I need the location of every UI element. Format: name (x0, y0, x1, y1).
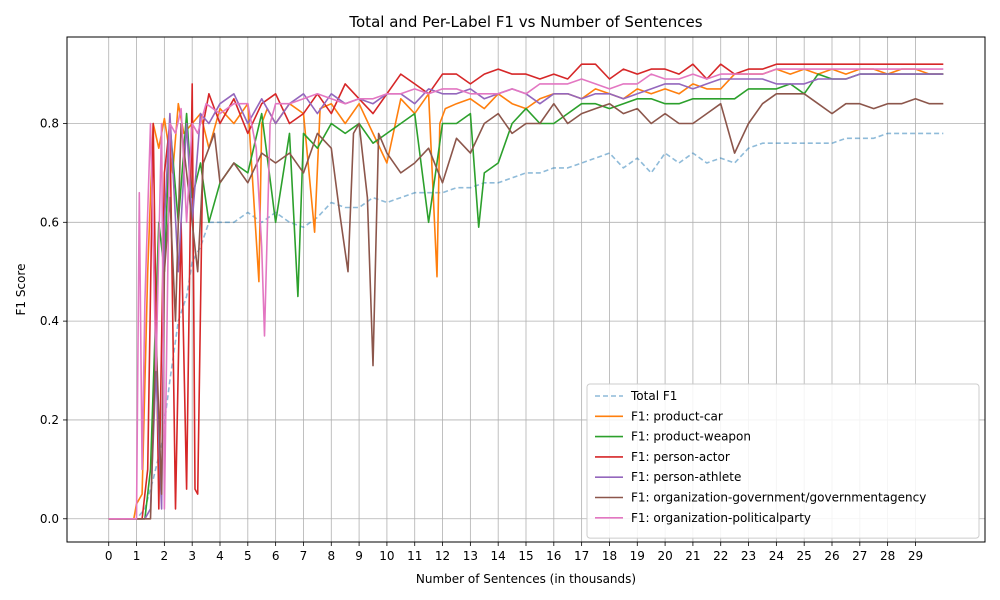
y-tick-label: 0.4 (40, 314, 59, 328)
x-tick-label: 13 (463, 549, 478, 563)
x-tick-label: 24 (769, 549, 784, 563)
legend-entry: F1: organization-government/governmentag… (631, 491, 926, 505)
x-tick-label: 29 (908, 549, 923, 563)
x-tick-label: 8 (327, 549, 335, 563)
chart-title: Total and Per-Label F1 vs Number of Sent… (348, 13, 702, 31)
legend: Total F1 F1: product-car F1: product-weapo… (586, 383, 980, 539)
x-tick-label: 11 (407, 549, 422, 563)
y-tick-label: 0.6 (40, 215, 59, 229)
x-tick-label: 6 (272, 549, 280, 563)
x-tick-label: 0 (105, 549, 113, 563)
x-tick-label: 20 (657, 549, 672, 563)
x-axis-label: Number of Sentences (in thousands) (416, 572, 636, 586)
x-tick-label: 16 (546, 549, 561, 563)
legend-entry: Total F1 (630, 389, 677, 403)
x-tick-label: 15 (518, 549, 533, 563)
x-tick-label: 28 (880, 549, 895, 563)
series-line-5 (108, 93, 944, 520)
legend-entry: F1: person-actor (631, 450, 730, 464)
legend-box (586, 383, 980, 539)
y-tick-label: 0.0 (40, 512, 59, 526)
y-tick-label: 0.2 (40, 413, 59, 427)
legend-entry: F1: organization-politicalparty (631, 511, 811, 525)
y-axis-label: F1 Score (14, 264, 28, 316)
x-tick-label: 25 (797, 549, 812, 563)
x-axis-ticks: 0 1 2 3 4 5 6 7 8 9 10 11 12 13 14 15 16 17 18 19 20 21 22 23 24… (105, 542, 923, 563)
x-tick-label: 14 (491, 549, 506, 563)
x-tick-label: 9 (355, 549, 363, 563)
x-tick-label: 10 (379, 549, 394, 563)
series-line-0 (108, 132, 944, 520)
x-tick-label: 23 (741, 549, 756, 563)
x-tick-label: 17 (574, 549, 589, 563)
x-tick-label: 2 (161, 549, 169, 563)
x-tick-label: 4 (216, 549, 224, 563)
x-tick-label: 27 (852, 549, 867, 563)
legend-entry: F1: product-car (631, 409, 723, 423)
y-axis-ticks: 0.0 0.2 0.4 0.6 0.8 (40, 116, 67, 526)
x-tick-label: 26 (824, 549, 839, 563)
x-tick-label: 3 (188, 549, 196, 563)
x-tick-label: 12 (435, 549, 450, 563)
legend-entry: F1: product-weapon (631, 430, 751, 444)
x-tick-label: 19 (630, 549, 645, 563)
x-tick-label: 21 (685, 549, 700, 563)
x-tick-label: 18 (602, 549, 617, 563)
series-layer (108, 63, 944, 520)
x-tick-label: 5 (244, 549, 252, 563)
x-tick-label: 7 (300, 549, 308, 563)
x-tick-label: 22 (713, 549, 728, 563)
x-tick-label: 1 (133, 549, 141, 563)
series-line-1 (108, 68, 944, 520)
series-line-6 (108, 68, 944, 520)
y-tick-label: 0.8 (40, 116, 59, 130)
legend-entry: F1: person-athlete (631, 470, 741, 484)
series-line-2 (108, 73, 944, 520)
